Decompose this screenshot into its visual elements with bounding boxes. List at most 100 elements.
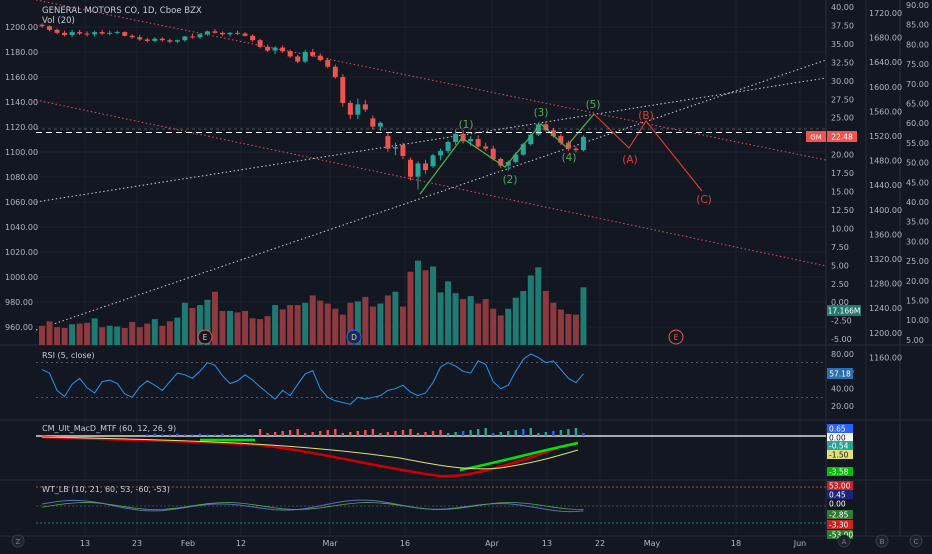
indicators	[36, 353, 826, 524]
candle-body	[302, 52, 308, 62]
volume-bar	[174, 317, 181, 345]
wave-labels[interactable]: (1) (2) (3) (4) (5) (A) (B) (C)	[459, 99, 712, 206]
candle-body	[460, 133, 466, 142]
volume-bar	[482, 299, 489, 345]
mid-price-tick: 30.00	[831, 77, 854, 86]
candle-body	[445, 142, 451, 151]
macd-histogram-bar	[379, 433, 382, 436]
dividend-marker[interactable]: D	[346, 329, 362, 345]
zoom-button[interactable]: Z	[11, 534, 25, 548]
candle-body	[280, 47, 286, 52]
left-price-tick: 1000.00	[5, 273, 38, 282]
log-scale-button[interactable]: B	[875, 534, 889, 548]
candle-body	[400, 144, 406, 157]
macd-badge	[827, 450, 853, 459]
macd-histogram-bar	[529, 428, 532, 436]
settings-button[interactable]: C	[909, 534, 923, 548]
mid-price-tick: 20.00	[831, 151, 854, 160]
volume-bar	[384, 295, 391, 345]
volume-bar	[490, 308, 497, 345]
right-price-tick: 1160.00	[869, 353, 902, 362]
wt-line-2	[41, 502, 584, 510]
volume-bar	[136, 327, 143, 345]
candle-body	[332, 66, 338, 78]
right-price-tick: 1320.00	[869, 255, 902, 264]
macd-histogram-bar	[281, 431, 284, 436]
candle-body	[385, 136, 391, 149]
far-right-price-tick: 30.00	[906, 237, 929, 246]
left-price-tick: 1140.00	[5, 98, 38, 107]
earnings-marker-1[interactable]: E	[197, 329, 213, 345]
volume-bar	[287, 305, 294, 345]
candle-body	[174, 40, 180, 42]
candle-body	[47, 26, 53, 30]
macd-histogram-bar	[416, 433, 420, 436]
macd-badge	[827, 467, 853, 476]
auto-scale-button[interactable]: A	[837, 534, 851, 548]
volume-bar	[497, 315, 504, 345]
mid-price-tick: -2.50	[831, 317, 852, 326]
wt-label[interactable]: WT_LB (10, 21, 60, 53, -60, -53)	[42, 485, 170, 494]
candle-body	[204, 31, 210, 35]
far-right-price-tick: 55.00	[906, 139, 929, 148]
far-right-price-tick: 65.00	[906, 100, 929, 109]
earnings-marker-2[interactable]: E	[668, 329, 684, 345]
earnings-marker-1-label: E	[203, 333, 208, 342]
macd-histogram-bar	[371, 429, 375, 436]
rsi-label[interactable]: RSI (5, close)	[42, 351, 95, 360]
volume-bar	[76, 323, 83, 345]
macd-histogram-bar	[221, 433, 224, 436]
macd-histogram-bar	[431, 431, 435, 436]
volume-bar	[369, 306, 376, 345]
corrective-wave-label: (C)	[696, 194, 712, 206]
volume-bar	[129, 322, 136, 345]
volume-bar	[377, 303, 384, 345]
candle-body	[407, 159, 413, 177]
log-scale-button-label: B	[880, 538, 885, 546]
macd-histogram-bar	[266, 433, 269, 436]
candle-body	[257, 40, 263, 47]
macd-histogram-bar	[401, 430, 405, 436]
volume-bar	[84, 322, 91, 345]
macd-histogram-bar	[349, 432, 352, 436]
volume-bar	[272, 305, 279, 345]
x-axis-tick: 12	[236, 539, 246, 548]
candle-body	[475, 139, 481, 147]
candle-body	[197, 34, 203, 38]
candle-body	[415, 163, 421, 177]
candle-body	[144, 39, 150, 41]
far-right-price-tick: 5.00	[906, 336, 924, 345]
trendlines	[35, 0, 827, 331]
volume-bar	[354, 301, 361, 345]
left-price-tick: 1160.00	[5, 73, 38, 82]
chart-title[interactable]: GENERAL MOTORS CO, 1D, Cboe BZX	[42, 6, 202, 16]
current-price-value: 22.48	[831, 133, 853, 142]
mid-price-tick: 17.50	[831, 169, 854, 178]
mid-price-tick: 25.00	[831, 114, 854, 123]
right-price-tick: 1600.00	[869, 83, 902, 92]
corrective-wave-label: (A)	[622, 154, 637, 166]
volume-bar	[512, 297, 519, 345]
right-price-tick: 1240.00	[869, 304, 902, 313]
volume-label[interactable]: Vol (20)	[42, 16, 75, 26]
macd-label[interactable]: CM_Ult_MacD_MTF (60, 12, 26, 9)	[42, 424, 176, 433]
right-price-tick: 1360.00	[869, 230, 902, 239]
candle-body	[137, 37, 143, 40]
macd-histogram-bar	[161, 434, 164, 436]
volume-bar	[505, 308, 512, 345]
macd-histogram-bar	[559, 430, 563, 436]
macd-histogram-bar	[326, 430, 329, 436]
macd-histogram-bar	[537, 433, 540, 436]
candle-body	[227, 32, 233, 35]
candle-body	[543, 124, 549, 131]
volume-bar	[279, 309, 286, 345]
x-axis-tick: Apr	[485, 539, 500, 548]
volume-bar	[196, 305, 203, 345]
macd-badge-value: -0.54	[829, 442, 849, 451]
candle-body	[565, 142, 571, 149]
wt-badge	[827, 499, 853, 508]
candle-body	[99, 32, 105, 34]
macd-badge	[827, 424, 853, 433]
candle-body	[520, 144, 526, 155]
left-price-tick: 1120.00	[5, 123, 38, 132]
